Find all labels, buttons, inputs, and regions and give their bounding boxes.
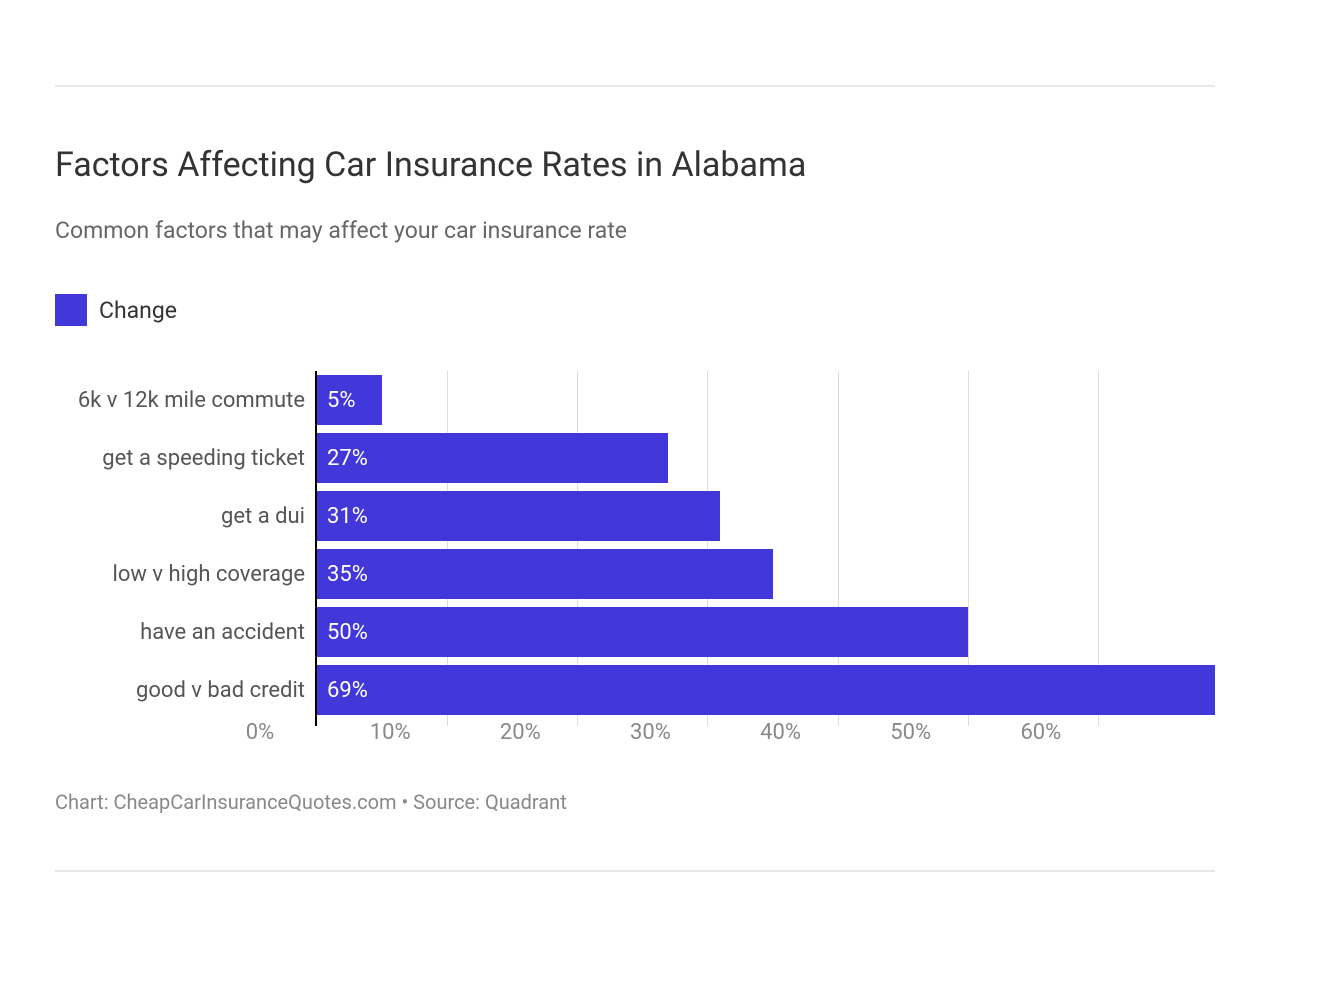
chart-source: Chart: CheapCarInsuranceQuotes.com • Sou…: [55, 790, 567, 814]
x-axis-tick: 60%: [1020, 720, 1061, 745]
legend-label: Change: [99, 297, 177, 324]
bar-row: get a dui31%: [317, 491, 720, 541]
bar: 50%: [317, 607, 968, 657]
bar-row: have an accident50%: [317, 607, 968, 657]
y-axis-label: good v bad credit: [136, 678, 305, 703]
bar-value-label: 5%: [327, 388, 355, 413]
divider-top: [55, 85, 1215, 87]
bar-value-label: 50%: [327, 620, 368, 645]
bar-row: low v high coverage35%: [317, 549, 773, 599]
chart-plot-area: 6k v 12k mile commute5% get a speeding ti…: [315, 371, 1213, 726]
y-axis-label: have an accident: [140, 620, 305, 645]
y-axis-label: get a speeding ticket: [102, 446, 305, 471]
bar: 69%: [317, 665, 1215, 715]
bar: 27%: [317, 433, 668, 483]
bar: 5%: [317, 375, 382, 425]
plot: 6k v 12k mile commute5% get a speeding ti…: [315, 371, 1213, 726]
y-axis-label: low v high coverage: [113, 562, 306, 587]
divider-bottom: [55, 870, 1215, 872]
chart-container: Factors Affecting Car Insurance Rates in…: [55, 145, 1215, 726]
bar-row: good v bad credit69%: [317, 665, 1215, 715]
chart-title: Factors Affecting Car Insurance Rates in…: [55, 145, 1215, 185]
x-axis-tick: 0%: [246, 720, 274, 745]
bar-value-label: 31%: [327, 504, 368, 529]
bar-value-label: 69%: [327, 678, 368, 703]
x-axis-tick: 50%: [890, 720, 931, 745]
bar-row: 6k v 12k mile commute5%: [317, 375, 382, 425]
x-axis-tick: 30%: [630, 720, 671, 745]
x-axis: 0%10%20%30%40%50%60%: [260, 720, 1158, 760]
y-axis-label: get a dui: [221, 504, 305, 529]
legend-swatch: [55, 294, 87, 326]
bar: 35%: [317, 549, 773, 599]
x-axis-tick: 40%: [760, 720, 801, 745]
legend: Change: [55, 294, 1215, 326]
bar-value-label: 27%: [327, 446, 368, 471]
y-axis-label: 6k v 12k mile commute: [78, 388, 305, 413]
bar-row: get a speeding ticket27%: [317, 433, 668, 483]
chart-subtitle: Common factors that may affect your car …: [55, 217, 1215, 244]
bar: 31%: [317, 491, 720, 541]
x-axis-tick: 10%: [370, 720, 411, 745]
bar-value-label: 35%: [327, 562, 368, 587]
x-axis-tick: 20%: [500, 720, 541, 745]
